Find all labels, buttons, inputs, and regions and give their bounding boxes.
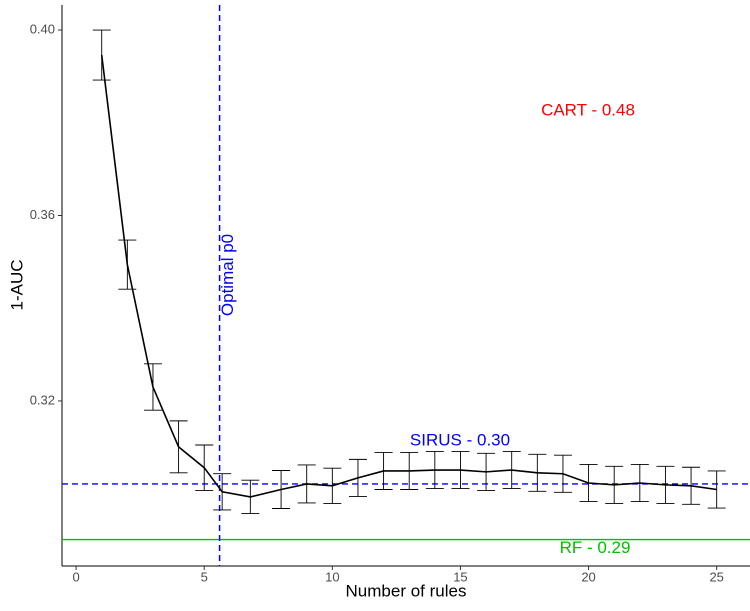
error-bar [605, 465, 624, 504]
x-tick-label: 15 [453, 569, 467, 584]
error-bar [553, 454, 572, 493]
error-bar [272, 470, 291, 509]
error-bar [579, 464, 598, 503]
x-tick-label: 10 [325, 569, 339, 584]
error-bar [451, 451, 470, 490]
y-tick-label: 0.40 [30, 21, 55, 36]
x-tick-label: 25 [709, 569, 723, 584]
reference-label: SIRUS - 0.30 [410, 430, 510, 449]
error-bar [92, 29, 111, 81]
error-bar [477, 452, 496, 491]
error-bar [195, 444, 214, 491]
error-bar [118, 239, 137, 290]
x-tick-label: 0 [72, 569, 79, 584]
error-bar [348, 458, 367, 497]
error-bar [169, 420, 188, 474]
error-bar [630, 464, 649, 503]
error-bar [425, 451, 444, 490]
error-bar [143, 363, 162, 411]
y-axis-label: 1-AUC [7, 259, 26, 310]
error-bar [241, 479, 260, 515]
error-bar [502, 451, 521, 490]
error-bar [323, 467, 342, 504]
x-tick-label: 20 [581, 569, 595, 584]
reference-label: RF - 0.29 [560, 538, 631, 557]
y-tick-label: 0.32 [30, 392, 55, 407]
y-tick-label: 0.36 [30, 207, 55, 222]
x-tick-label: 5 [201, 569, 208, 584]
error-bar [400, 451, 419, 490]
error-bar [374, 451, 393, 490]
error-bar [656, 465, 675, 504]
error-bar [213, 473, 232, 511]
x-axis-label: Number of rules [346, 581, 467, 600]
error-bar [707, 470, 726, 509]
annotation: CART - 0.48 [541, 100, 635, 119]
error-bar [682, 466, 701, 505]
reference-label: Optimal p0 [218, 234, 237, 316]
error-bar [297, 464, 316, 504]
error-bar [528, 453, 547, 492]
